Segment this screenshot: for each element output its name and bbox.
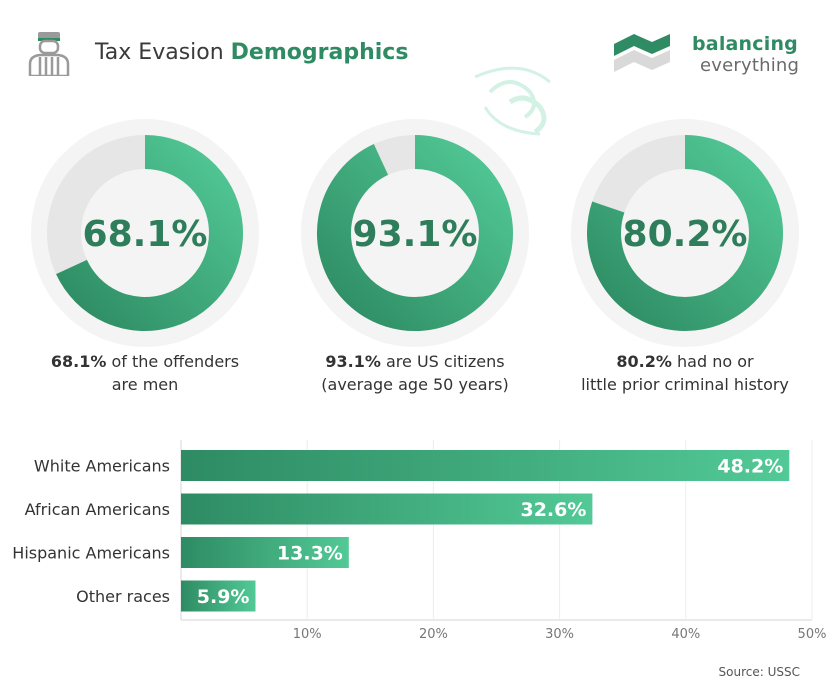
category-label: African Americans: [25, 500, 170, 519]
bar-value-label: 48.2%: [717, 456, 783, 478]
donut-value-arc: [587, 135, 783, 331]
donut-caption-men: 68.1% of the offenders are men: [20, 350, 270, 396]
caption-text: of the offenders: [106, 352, 240, 371]
bar: [181, 537, 349, 568]
x-tick-label: 50%: [798, 627, 827, 642]
donut-center-label: 68.1%: [83, 214, 208, 255]
caption-line-2: (average age 50 years): [321, 375, 509, 394]
bar-value-label: 13.3%: [277, 543, 343, 565]
logo-text-balancing: balancing: [692, 33, 798, 55]
x-tick-label: 40%: [671, 627, 700, 642]
caption-bold-value: 68.1%: [50, 352, 107, 371]
bar: [181, 450, 790, 481]
donut-chart-men: 68.1%: [31, 119, 259, 347]
bar: [181, 493, 593, 525]
source-note: Source: USSC: [718, 665, 800, 679]
bar-value-label: 32.6%: [520, 499, 586, 521]
donut-center-label: 93.1%: [353, 214, 478, 255]
x-tick-label: 30%: [545, 627, 574, 642]
donut-caption-citizens: 93.1% are US citizens (average age 50 ye…: [290, 350, 540, 396]
bar-value-label: 5.9%: [197, 586, 250, 608]
x-tick-label: 10%: [293, 627, 322, 642]
header: Tax Evasion Demographics balancing every…: [0, 0, 830, 136]
caption-text: had no or: [671, 352, 754, 371]
balancing-everything-logo-icon: [614, 34, 670, 72]
caption-bold-value: 80.2%: [616, 352, 672, 371]
watermark-swirl: [474, 66, 551, 136]
logo-text-everything: everything: [700, 55, 800, 76]
caption-line-2: little prior criminal history: [581, 375, 789, 394]
caption-bold-value: 93.1%: [325, 352, 381, 371]
caption-text: are US citizens: [380, 352, 505, 371]
prisoner-icon: [28, 32, 70, 76]
page-title: Tax Evasion Demographics: [95, 40, 408, 65]
category-label: White Americans: [34, 457, 170, 476]
category-label: Other races: [76, 587, 170, 606]
donut-caption-criminal-history: 80.2% had no or little prior criminal hi…: [560, 350, 810, 396]
title-light: Tax Evasion: [95, 40, 231, 65]
caption-line-2: are men: [111, 375, 179, 394]
donut-value-arc: [317, 135, 513, 331]
donut-value-arc: [56, 135, 243, 331]
x-tick-label: 20%: [419, 627, 448, 642]
donut-chart-criminal-history: 80.2%: [571, 119, 799, 347]
title-bold: Demographics: [230, 40, 409, 65]
bar: [181, 580, 256, 612]
donut-center-label: 80.2%: [623, 214, 748, 255]
donut-chart-citizens: 93.1%: [301, 119, 529, 347]
bar-chart-race: 10% 20% 30% 40% 50% White Americans 48.2% Afric…: [12, 440, 827, 642]
category-label: Hispanic Americans: [12, 544, 170, 563]
